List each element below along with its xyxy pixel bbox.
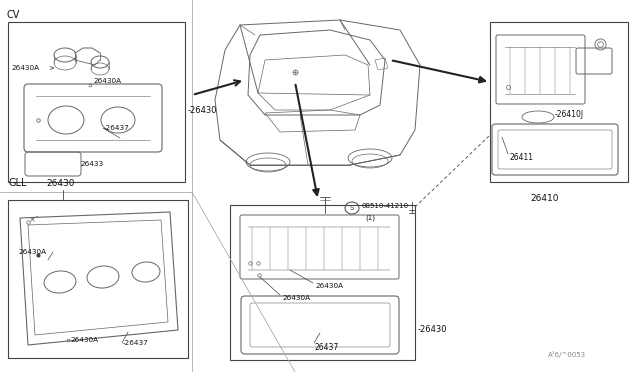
Text: GLL: GLL [8, 178, 26, 188]
Text: 26430: 26430 [46, 179, 74, 188]
Text: -26430: -26430 [188, 106, 218, 115]
Bar [8, 200, 188, 358]
Text: -26430: -26430 [418, 326, 447, 334]
Text: 26430A: 26430A [282, 295, 310, 301]
Text: 26430A: 26430A [18, 249, 46, 255]
Text: 26430A: 26430A [315, 283, 343, 289]
Text: 26430A: 26430A [93, 78, 121, 84]
Text: -26437: -26437 [123, 340, 148, 346]
Text: A¹6/^0053: A¹6/^0053 [548, 351, 586, 358]
Bar [8, 22, 185, 182]
Text: -26437: -26437 [104, 125, 130, 131]
Text: 26430A: 26430A [70, 337, 98, 343]
Text: 26411: 26411 [510, 153, 534, 161]
Text: (1): (1) [365, 214, 375, 221]
Text: 26410: 26410 [530, 194, 559, 203]
Text: 26430A: 26430A [11, 65, 39, 71]
Text: -26410J: -26410J [555, 109, 584, 119]
Bar [230, 205, 415, 360]
Bar [490, 22, 628, 182]
Text: 26437: 26437 [315, 343, 339, 352]
Text: 26433: 26433 [80, 161, 103, 167]
Text: CV: CV [6, 10, 19, 20]
Text: 08510-41210: 08510-41210 [362, 203, 409, 209]
Text: S: S [350, 205, 354, 211]
